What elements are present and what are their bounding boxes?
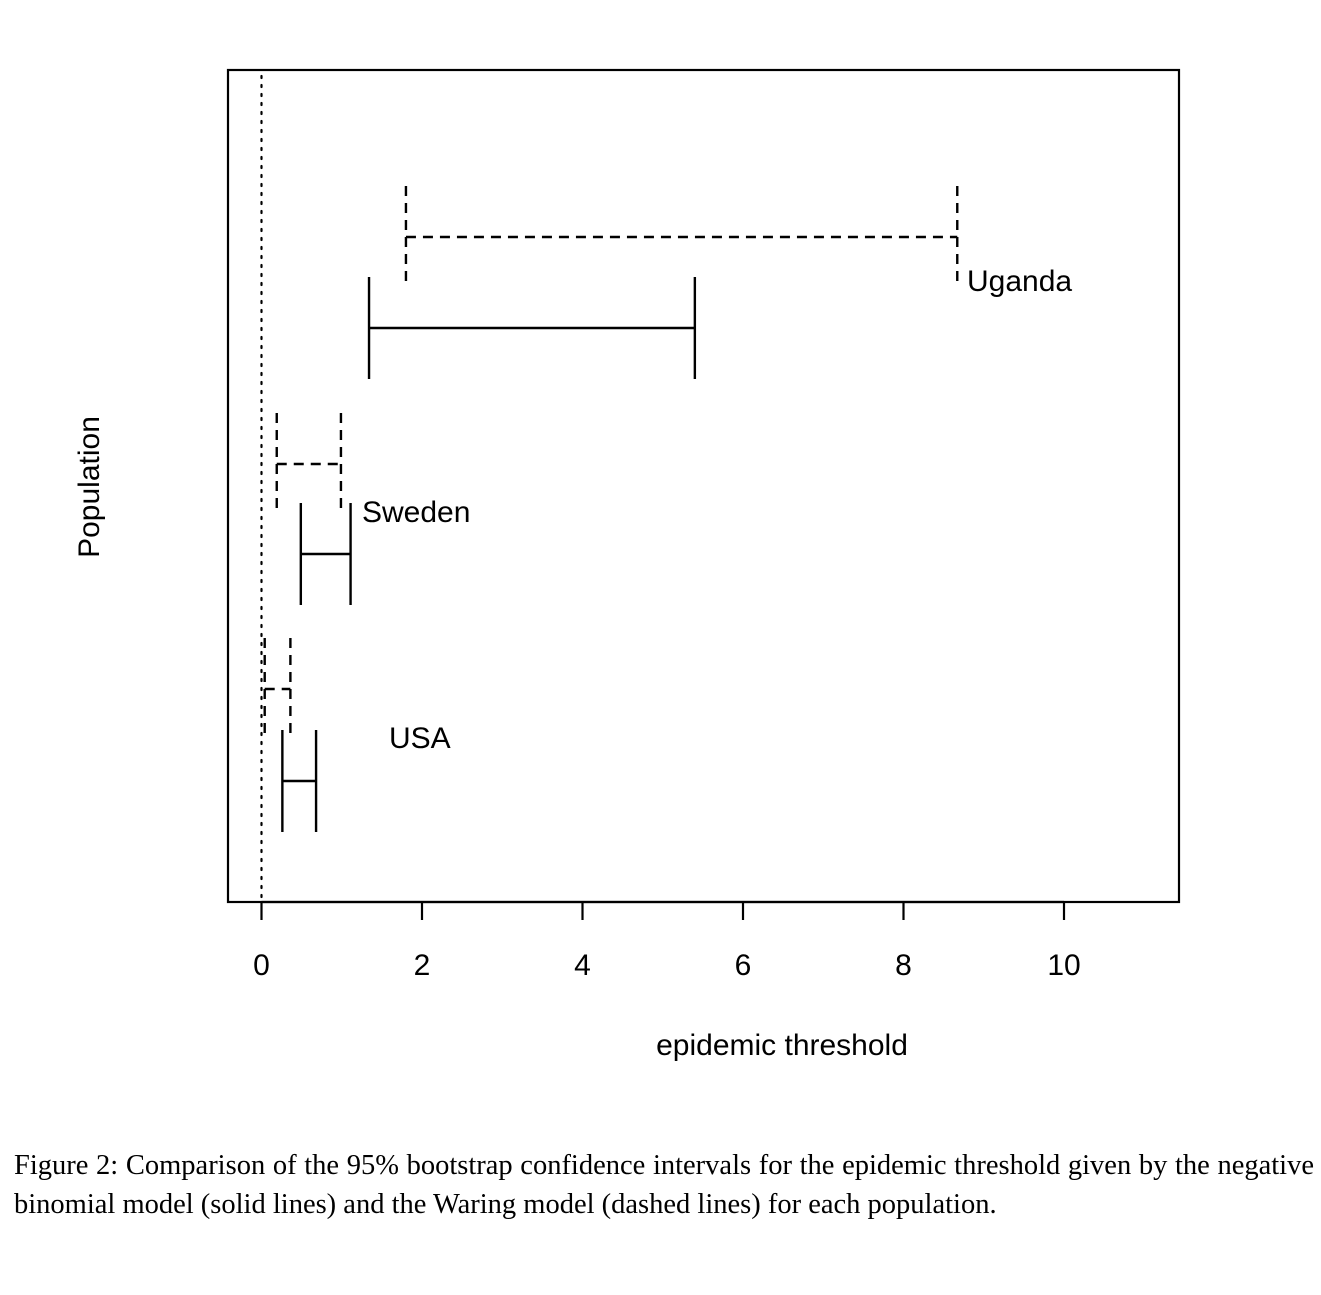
x-tick-label-4: 4 — [574, 949, 591, 982]
population-label-usa: USA — [389, 722, 451, 755]
figure-caption: Figure 2: Comparison of the 95% bootstra… — [14, 1150, 1314, 1220]
dashed-sweden-interval — [275, 413, 343, 515]
x-axis-label: epidemic threshold — [656, 1029, 908, 1062]
solid-uganda-interval — [367, 277, 697, 379]
dashed-usa-interval — [263, 638, 292, 740]
plot-frame — [226, 68, 1181, 904]
x-tick-label-0: 0 — [253, 949, 270, 982]
solid-usa-interval — [281, 730, 318, 832]
x-tick-label-10: 10 — [1047, 949, 1080, 982]
interval-chart: USA Sweden Uganda 0 2 4 6 8 10 epidemic thresho… — [73, 68, 1181, 1062]
population-label-sweden: Sweden — [362, 496, 470, 529]
x-tick-label-8: 8 — [895, 949, 912, 982]
dashed-uganda-interval — [404, 186, 959, 288]
solid-sweden-interval — [299, 503, 352, 605]
x-tick-label-6: 6 — [735, 949, 752, 982]
population-label-uganda: Uganda — [967, 265, 1072, 298]
y-axis-label: Population — [73, 416, 106, 558]
x-tick-label-2: 2 — [414, 949, 431, 982]
